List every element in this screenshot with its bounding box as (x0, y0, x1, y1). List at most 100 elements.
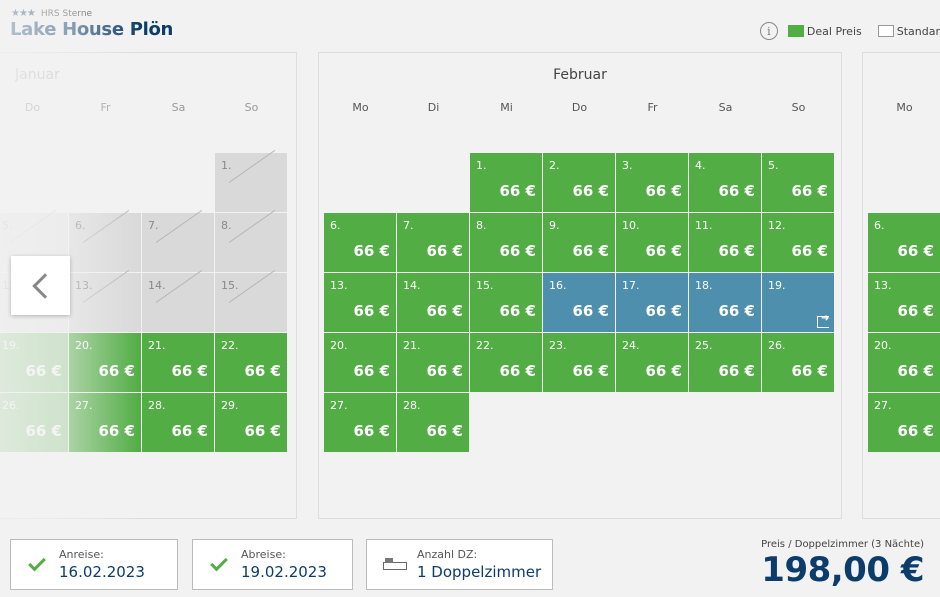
day-number: 21. (403, 339, 421, 352)
empty-cell (397, 153, 469, 212)
calendar-day[interactable]: 2. 66 € (543, 153, 615, 212)
info-icon[interactable]: i (759, 22, 778, 40)
day-price: 66 € (25, 422, 62, 440)
calendar-day[interactable]: 25. 66 € (689, 333, 761, 392)
departure-date-field[interactable]: Abreise: 19.02.2023 (192, 539, 353, 590)
calendar-day[interactable]: 15. 66 € (470, 273, 542, 332)
stars-label: HRS Sterne (40, 8, 93, 19)
day-price: 66 € (426, 362, 463, 380)
room-count-field[interactable]: Anzahl DZ: 1 Doppelzimmer (366, 539, 553, 590)
day-number: 6. (330, 219, 341, 232)
calendar-day[interactable]: 17. 66 € (616, 273, 688, 332)
day-number: 25. (695, 339, 713, 352)
calendar-day[interactable]: 22. 66 € (470, 333, 542, 392)
calendar-day[interactable]: 4. 66 € (689, 153, 761, 212)
day-number: 20. (874, 339, 892, 352)
calendar-day[interactable]: 5. 66 € (762, 153, 834, 212)
day-number: 1. (221, 159, 232, 172)
day-price: 66 € (426, 422, 463, 440)
empty-cell (762, 393, 834, 452)
calendar-day[interactable]: 28. 66 € (397, 393, 469, 452)
star-rating-icons: ★★★ (11, 8, 36, 19)
empty-cell (543, 393, 615, 452)
calendar-day[interactable]: 21. 66 € (397, 333, 469, 392)
calendar-day[interactable]: 20. 66 € (69, 333, 141, 392)
calendar-day[interactable]: 14. 66 € (397, 273, 469, 332)
weekday: Di (427, 101, 440, 114)
weekday: Fr (647, 101, 658, 114)
calendar-day[interactable]: 10. 66 € (616, 213, 688, 272)
calendar-day[interactable]: 1. 66 € (470, 153, 542, 212)
calendar-day[interactable]: 24. 66 € (616, 333, 688, 392)
calendar-day[interactable]: 27. 66 € (324, 393, 396, 452)
calendar-day[interactable]: 16. 66 € (543, 273, 615, 332)
calendar-day[interactable]: 22. 66 € (215, 333, 287, 392)
day-price: 66 € (645, 362, 682, 380)
day-number: 23. (549, 339, 567, 352)
day-price: 66 € (718, 302, 755, 320)
standard-price-label: Standar (896, 24, 940, 38)
calendar-day[interactable]: 7. 66 € (397, 213, 469, 272)
day-price: 66 € (791, 362, 828, 380)
weekday: Sa (718, 101, 733, 114)
calendar-day[interactable]: 13. 66 € (868, 273, 940, 332)
day-price: 66 € (791, 242, 828, 260)
day-number: 24. (622, 339, 640, 352)
day-price: 66 € (897, 362, 934, 380)
calendar-day[interactable]: 8. 66 € (470, 213, 542, 272)
weekday: So (791, 101, 806, 114)
day-number: 26. (768, 339, 786, 352)
deal-price-swatch (787, 25, 804, 37)
departure-value: 19.02.2023 (241, 563, 327, 581)
day-number: 22. (476, 339, 494, 352)
day-price: 66 € (897, 242, 934, 260)
day-price: 66 € (718, 182, 755, 200)
day-number: 26. (2, 399, 20, 412)
calendar-day: 1. (215, 153, 287, 212)
day-number: 21. (148, 339, 166, 352)
day-number: 2. (549, 159, 560, 172)
calendar-day[interactable]: 6. 66 € (868, 213, 940, 272)
calendar-day[interactable]: 27. 66 € (868, 393, 940, 452)
calendar-day[interactable]: 9. 66 € (543, 213, 615, 272)
calendar-day[interactable]: 29. 66 € (215, 393, 287, 452)
calendar-day[interactable]: 6. 66 € (324, 213, 396, 272)
empty-cell (470, 393, 542, 452)
bed-icon (383, 557, 407, 572)
day-price: 66 € (791, 182, 828, 200)
day-price: 66 € (572, 242, 609, 260)
previous-month-button[interactable] (11, 256, 70, 315)
calendar-day[interactable]: 26. 66 € (0, 393, 68, 452)
day-number: 12. (768, 219, 786, 232)
calendar-day[interactable]: 11. 66 € (689, 213, 761, 272)
calendar-day[interactable]: 26. 66 € (762, 333, 834, 392)
day-number: 29. (221, 399, 239, 412)
calendar-day[interactable]: 12. 66 € (762, 213, 834, 272)
day-number: 15. (221, 279, 239, 292)
day-number: 7. (148, 219, 159, 232)
calendar-day[interactable]: 23. 66 € (543, 333, 615, 392)
calendar-day[interactable]: 27. 66 € (69, 393, 141, 452)
calendar-day[interactable]: 20. 66 € (324, 333, 396, 392)
weekday: Fr (100, 101, 111, 114)
calendar-day[interactable]: 21. 66 € (142, 333, 214, 392)
calendar-day[interactable]: 19. (762, 273, 834, 332)
day-number: 8. (221, 219, 232, 232)
calendar-day: 7. (142, 213, 214, 272)
calendar-grid: 6. 66 € 13. 66 € 20. 66 € 27. 66 € (868, 153, 940, 452)
day-number: 5. (768, 159, 779, 172)
calendar-day[interactable]: 3. 66 € (616, 153, 688, 212)
arrival-value: 16.02.2023 (59, 563, 145, 581)
calendar-day[interactable]: 18. 66 € (689, 273, 761, 332)
calendar-day[interactable]: 13. 66 € (324, 273, 396, 332)
calendar-day[interactable]: 19. 66 € (0, 333, 68, 392)
arrival-date-field[interactable]: Anreise: 16.02.2023 (10, 539, 178, 590)
weekday-header: Mo (868, 101, 940, 114)
day-price: 66 € (718, 242, 755, 260)
weekday: Do (24, 101, 41, 114)
calendar-day[interactable]: 28. 66 € (142, 393, 214, 452)
calendar-day: 6. (69, 213, 141, 272)
calendar-day[interactable]: 20. 66 € (868, 333, 940, 392)
day-price: 66 € (645, 242, 682, 260)
total-price: Preis / Doppelzimmer (3 Nächte) 198,00 € (761, 539, 924, 590)
